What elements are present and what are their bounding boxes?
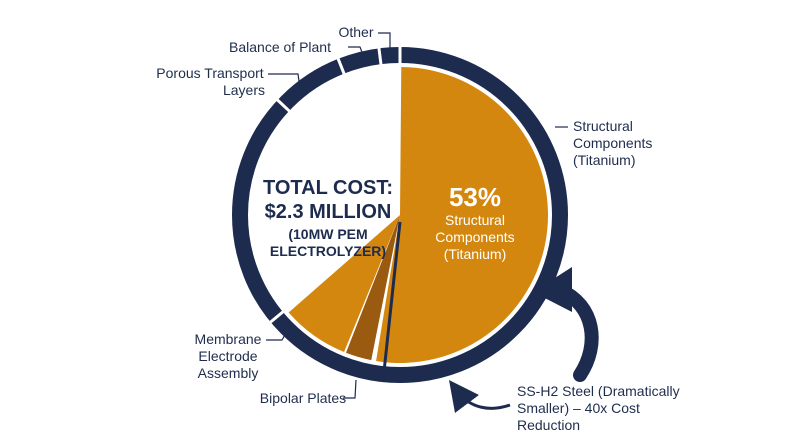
highlight-name-line1: Structural bbox=[445, 212, 505, 228]
label-membrane-line1: Membrane bbox=[195, 331, 262, 347]
highlight-name-line3: (Titanium) bbox=[444, 246, 507, 262]
total-cost-title: TOTAL COST: bbox=[263, 177, 393, 199]
separator-line bbox=[381, 221, 402, 382]
label-porous-line2: Layers bbox=[223, 82, 265, 98]
label-structural-line1: Structural bbox=[573, 118, 633, 134]
slice-structural-components bbox=[376, 67, 548, 363]
ring-gap-4 bbox=[268, 309, 286, 325]
small-arrow-icon bbox=[448, 380, 511, 414]
highlight-percent: 53% bbox=[449, 182, 501, 212]
ring-gaps bbox=[268, 45, 402, 325]
leader-bipolar bbox=[343, 379, 357, 399]
label-structural-line3: (Titanium) bbox=[573, 152, 636, 168]
label-structural-line2: Components bbox=[573, 135, 652, 151]
ring-gap-2 bbox=[336, 56, 347, 77]
leader-other bbox=[378, 32, 391, 48]
ring-gap-1 bbox=[275, 97, 292, 114]
label-membrane-line2: Electrode bbox=[198, 348, 257, 364]
highlight-name-line2: Components bbox=[435, 229, 514, 245]
label-membrane-line3: Assembly bbox=[198, 365, 259, 381]
label-bipolar-plates: Bipolar Plates bbox=[260, 390, 346, 406]
leader-balance bbox=[348, 46, 366, 61]
label-steel-line3: Reduction bbox=[517, 417, 580, 433]
slice-ss-h2-steel bbox=[345, 215, 400, 361]
big-arrow-head-icon bbox=[533, 267, 572, 312]
label-steel-line2: Smaller) – 40x Cost bbox=[517, 400, 640, 416]
total-cost-value: $2.3 MILLION bbox=[265, 201, 392, 223]
leader-membrane bbox=[266, 325, 291, 341]
label-balance-of-plant: Balance of Plant bbox=[229, 39, 331, 55]
label-porous-line1: Porous Transport bbox=[156, 65, 263, 81]
label-steel-line1: SS-H2 Steel (Dramatically bbox=[517, 383, 680, 399]
label-other: Other bbox=[338, 24, 373, 40]
slice-bipolar-plates bbox=[288, 215, 400, 353]
ring-gap-3 bbox=[377, 46, 383, 67]
leader-porous bbox=[268, 73, 301, 89]
total-cost-sub2: ELECTROLYZER) bbox=[270, 243, 386, 259]
total-cost-sub1: (10MW PEM bbox=[288, 226, 367, 242]
